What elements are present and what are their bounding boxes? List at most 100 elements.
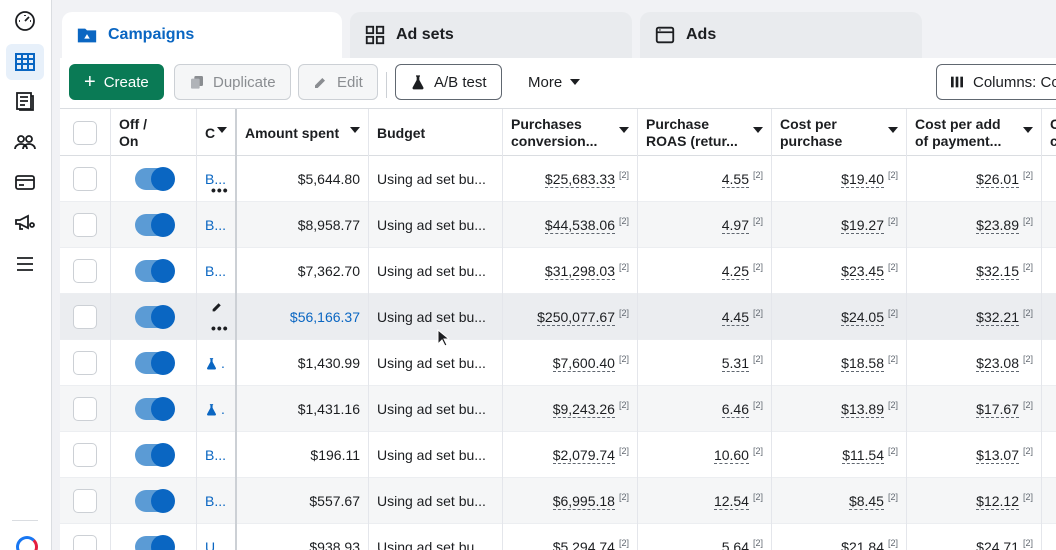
attribution-note[interactable]: [2]	[1022, 216, 1033, 226]
cpp-value[interactable]: $24.05	[841, 308, 884, 326]
cpapi-value[interactable]: $17.67	[976, 400, 1019, 418]
pencil-icon[interactable]	[211, 300, 224, 313]
attribution-note[interactable]: [2]	[1022, 170, 1033, 180]
attribution-note[interactable]: [2]	[752, 538, 763, 548]
attribution-note[interactable]: [2]	[1022, 538, 1033, 548]
attribution-note[interactable]: [2]	[1022, 354, 1033, 364]
table-row[interactable]: B... $8,958.77 Using ad set bu... $44,538.0…	[60, 202, 1056, 248]
tab-ad-sets[interactable]: Ad sets	[350, 12, 632, 58]
cpapi-value[interactable]: $26.01	[976, 170, 1019, 188]
purchases-value[interactable]: $25,683.33	[544, 170, 615, 188]
cpp-value[interactable]: $13.89	[841, 400, 884, 418]
more-actions-icon[interactable]: •••	[211, 182, 229, 198]
menu-hamburger-icon[interactable]	[6, 246, 44, 282]
campaign-toggle[interactable]	[134, 443, 175, 467]
attribution-note[interactable]: [2]	[887, 492, 898, 502]
attribution-note[interactable]: [2]	[1022, 400, 1033, 410]
tab-ads[interactable]: Ads	[640, 12, 922, 58]
more-dropdown[interactable]: More	[514, 64, 594, 100]
attribution-note[interactable]: [2]	[618, 262, 629, 272]
purchases-value[interactable]: $6,995.18	[552, 492, 615, 510]
cpapi-value[interactable]: $13.07	[976, 446, 1019, 464]
column-header-roas[interactable]: Purchase ROAS (retur...	[638, 109, 772, 157]
column-header-purchases[interactable]: Purchases conversion...	[503, 109, 638, 157]
attribution-note[interactable]: [2]	[618, 308, 629, 318]
attribution-note[interactable]: [2]	[887, 308, 898, 318]
cpp-value[interactable]: $19.40	[841, 170, 884, 188]
reports-icon[interactable]	[6, 83, 44, 119]
campaigns-table-icon[interactable]	[6, 44, 44, 80]
roas-value[interactable]: 12.54	[713, 492, 749, 510]
more-actions-icon[interactable]: •••	[211, 320, 229, 336]
cpp-value[interactable]: $23.45	[841, 262, 884, 280]
cpapi-value[interactable]: $32.21	[976, 308, 1019, 326]
cpp-value[interactable]: $21.84	[841, 539, 884, 550]
attribution-note[interactable]: [2]	[752, 170, 763, 180]
table-row[interactable]: U... $938.93 Using ad set bu... $5,294.74 [2…	[60, 524, 1056, 550]
cpapi-value[interactable]: $23.08	[976, 354, 1019, 372]
purchases-value[interactable]: $2,079.74	[552, 446, 615, 464]
ab-test-button[interactable]: A/B test	[395, 64, 502, 100]
purchases-value[interactable]: $250,077.67	[537, 308, 615, 326]
campaign-name-link[interactable]: B...	[205, 217, 227, 233]
meta-logo-icon[interactable]	[16, 536, 38, 550]
column-header-cost-per-purchase[interactable]: Cost per purchase	[772, 109, 907, 157]
attribution-note[interactable]: [2]	[618, 170, 629, 180]
campaign-name-link[interactable]: B...	[205, 171, 227, 187]
attribution-note[interactable]: [2]	[618, 492, 629, 502]
cpp-value[interactable]: $19.27	[841, 216, 884, 234]
columns-dropdown[interactable]: Columns: Co	[936, 64, 1056, 100]
campaign-name-link[interactable]: U...	[205, 539, 227, 550]
campaign-toggle[interactable]	[134, 351, 175, 375]
cpapi-value[interactable]: $12.12	[976, 492, 1019, 510]
table-row[interactable]: . $1,431.16 Using ad set bu... $9,243.26 [2]…	[60, 386, 1056, 432]
cpapi-value[interactable]: $23.89	[976, 216, 1019, 234]
purchases-value[interactable]: $9,243.26	[552, 400, 615, 418]
attribution-note[interactable]: [2]	[752, 262, 763, 272]
row-checkbox[interactable]	[73, 535, 97, 550]
campaign-name-link[interactable]: B...	[205, 263, 227, 279]
row-checkbox[interactable]	[73, 305, 97, 329]
table-row[interactable]: . $1,430.99 Using ad set bu... $7,600.40 [2]…	[60, 340, 1056, 386]
tab-campaigns[interactable]: Campaigns	[62, 12, 342, 58]
row-checkbox[interactable]	[73, 489, 97, 513]
attribution-note[interactable]: [2]	[1022, 492, 1033, 502]
row-checkbox[interactable]	[73, 351, 97, 375]
roas-value[interactable]: 10.60	[713, 446, 749, 464]
table-row[interactable]: B... $7,362.70 Using ad set bu... $31,298.0…	[60, 248, 1056, 294]
attribution-note[interactable]: [2]	[752, 354, 763, 364]
table-row[interactable]: B... $557.67 Using ad set bu... $6,995.18 [2…	[60, 478, 1056, 524]
attribution-note[interactable]: [2]	[1022, 262, 1033, 272]
row-checkbox[interactable]	[73, 443, 97, 467]
cpp-value[interactable]: $18.58	[841, 354, 884, 372]
roas-value[interactable]: 5.31	[721, 354, 749, 372]
row-checkbox[interactable]	[73, 213, 97, 237]
audience-people-icon[interactable]	[6, 124, 44, 160]
column-header-budget[interactable]: Budget	[369, 109, 503, 157]
roas-value[interactable]: 4.25	[721, 262, 749, 280]
cpapi-value[interactable]: $32.15	[976, 262, 1019, 280]
column-header-onoff[interactable]: Off / On	[111, 109, 197, 157]
row-checkbox[interactable]	[73, 397, 97, 421]
campaign-toggle[interactable]	[134, 489, 175, 513]
attribution-note[interactable]: [2]	[887, 354, 898, 364]
roas-value[interactable]: 6.46	[721, 400, 749, 418]
attribution-note[interactable]: [2]	[752, 400, 763, 410]
roas-value[interactable]: 4.97	[721, 216, 749, 234]
campaign-name-link[interactable]: .	[221, 355, 225, 371]
attribution-note[interactable]: [2]	[618, 400, 629, 410]
roas-value[interactable]: 5.64	[722, 539, 749, 550]
column-header-extra[interactable]: C c	[1042, 109, 1056, 157]
select-all-checkbox[interactable]	[73, 121, 97, 145]
table-row[interactable]: B... $196.11 Using ad set bu... $2,079.74 [2…	[60, 432, 1056, 478]
duplicate-button[interactable]: Duplicate	[174, 64, 291, 100]
dashboard-gauge-icon[interactable]	[6, 3, 44, 39]
row-checkbox[interactable]	[73, 259, 97, 283]
create-button[interactable]: + Create	[69, 64, 164, 100]
campaign-toggle[interactable]	[134, 305, 175, 329]
attribution-note[interactable]: [2]	[887, 216, 898, 226]
table-row[interactable]: B... ••• $5,644.80 Using ad set bu... $25,68…	[60, 156, 1056, 202]
attribution-note[interactable]: [2]	[618, 446, 629, 456]
attribution-note[interactable]: [2]	[887, 538, 898, 548]
attribution-note[interactable]: [2]	[618, 538, 629, 548]
